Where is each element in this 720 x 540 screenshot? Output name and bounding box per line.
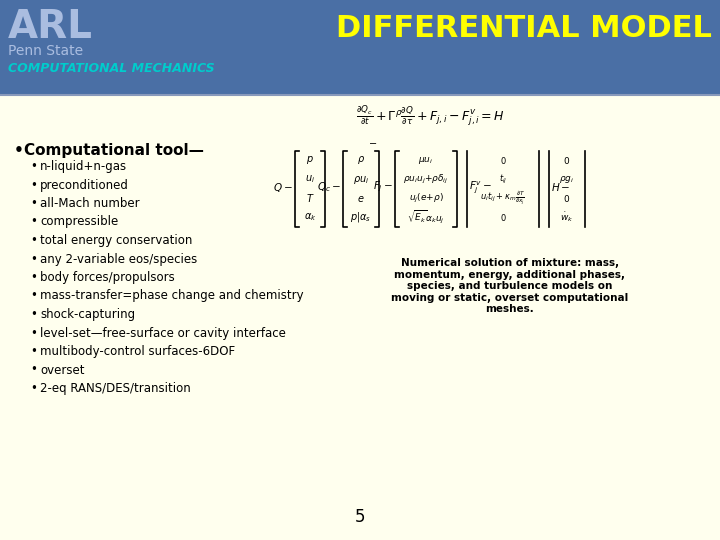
Text: $\alpha_k$: $\alpha_k$ — [304, 212, 316, 224]
Text: $\frac{\partial Q_c}{\partial t} + \Gamma^\rho \frac{\partial Q}{\partial \tau} : $\frac{\partial Q_c}{\partial t} + \Gamm… — [356, 105, 505, 129]
Text: $T$: $T$ — [306, 192, 315, 205]
Text: $\rho g_i$: $\rho g_i$ — [559, 174, 575, 185]
Text: Numerical solution of mixture: mass,
momentum, energy, additional phases,
specie: Numerical solution of mixture: mass, mom… — [392, 258, 629, 314]
Text: $p$: $p$ — [306, 154, 314, 166]
Text: compressible: compressible — [40, 215, 118, 228]
Text: $0$: $0$ — [500, 155, 506, 166]
Text: $F_j-$: $F_j-$ — [373, 180, 393, 194]
Text: all-Mach number: all-Mach number — [40, 197, 140, 210]
Text: •: • — [30, 363, 37, 376]
Text: •: • — [30, 197, 37, 210]
Text: $0$: $0$ — [500, 212, 506, 223]
Text: $\rho u_i$: $\rho u_i$ — [353, 173, 369, 186]
Text: $p|\alpha_s$: $p|\alpha_s$ — [351, 211, 372, 225]
Text: •: • — [14, 143, 24, 158]
Text: •: • — [30, 327, 37, 340]
Text: $\mu u_i$: $\mu u_i$ — [418, 155, 433, 166]
Text: $e$: $e$ — [357, 193, 365, 204]
Text: 2-eq RANS/DES/transition: 2-eq RANS/DES/transition — [40, 382, 191, 395]
Text: •: • — [30, 234, 37, 247]
Text: •: • — [30, 179, 37, 192]
Text: •: • — [30, 308, 37, 321]
Text: body forces/propulsors: body forces/propulsors — [40, 271, 175, 284]
Text: $\rho u_i u_j{+}\rho\delta_{ij}$: $\rho u_i u_j{+}\rho\delta_{ij}$ — [403, 173, 449, 186]
Text: $u_i$: $u_i$ — [305, 173, 315, 185]
Text: multibody-control surfaces-6DOF: multibody-control surfaces-6DOF — [40, 345, 235, 358]
Text: n-liquid+n-gas: n-liquid+n-gas — [40, 160, 127, 173]
Text: $u_it_{ij}+\kappa_m\frac{\partial T}{\partial x_j}$: $u_it_{ij}+\kappa_m\frac{\partial T}{\pa… — [480, 190, 526, 207]
Text: $Q-$: $Q-$ — [273, 180, 293, 193]
Text: $\rho$: $\rho$ — [357, 154, 365, 166]
Text: mass-transfer=phase change and chemistry: mass-transfer=phase change and chemistry — [40, 289, 304, 302]
Text: $Q_c-$: $Q_c-$ — [317, 180, 341, 194]
Text: $\sqrt{E_k}\alpha_k u_j$: $\sqrt{E_k}\alpha_k u_j$ — [408, 209, 445, 226]
Text: •: • — [30, 345, 37, 358]
Text: any 2-variable eos/species: any 2-variable eos/species — [40, 253, 197, 266]
Text: $0$: $0$ — [564, 193, 570, 204]
Text: $u_j(e{+}\rho)$: $u_j(e{+}\rho)$ — [409, 192, 444, 205]
Text: •: • — [30, 160, 37, 173]
Text: 5: 5 — [355, 508, 365, 526]
Text: DIFFERENTIAL MODEL: DIFFERENTIAL MODEL — [336, 14, 712, 43]
Text: $-$: $-$ — [369, 137, 377, 147]
Text: level-set—free-surface or cavity interface: level-set—free-surface or cavity interfa… — [40, 327, 286, 340]
Text: $H-$: $H-$ — [551, 181, 570, 193]
Text: $F^v_j-$: $F^v_j-$ — [469, 179, 492, 195]
Text: •: • — [30, 271, 37, 284]
Text: Penn State: Penn State — [8, 44, 83, 58]
Text: •: • — [30, 253, 37, 266]
Bar — [0, 0, 720, 95]
Text: overset: overset — [40, 363, 84, 376]
Text: $t_{ij}$: $t_{ij}$ — [499, 173, 508, 186]
Text: •: • — [30, 382, 37, 395]
Text: preconditioned: preconditioned — [40, 179, 129, 192]
Text: •: • — [30, 289, 37, 302]
Text: ARL: ARL — [8, 8, 93, 46]
Text: •: • — [30, 215, 37, 228]
Text: $0$: $0$ — [564, 155, 570, 166]
Text: COMPUTATIONAL MECHANICS: COMPUTATIONAL MECHANICS — [8, 62, 215, 75]
Text: Computational tool—: Computational tool— — [24, 143, 204, 158]
Text: total energy conservation: total energy conservation — [40, 234, 192, 247]
Text: shock-capturing: shock-capturing — [40, 308, 135, 321]
Text: $\dot{w}_k$: $\dot{w}_k$ — [560, 211, 574, 224]
